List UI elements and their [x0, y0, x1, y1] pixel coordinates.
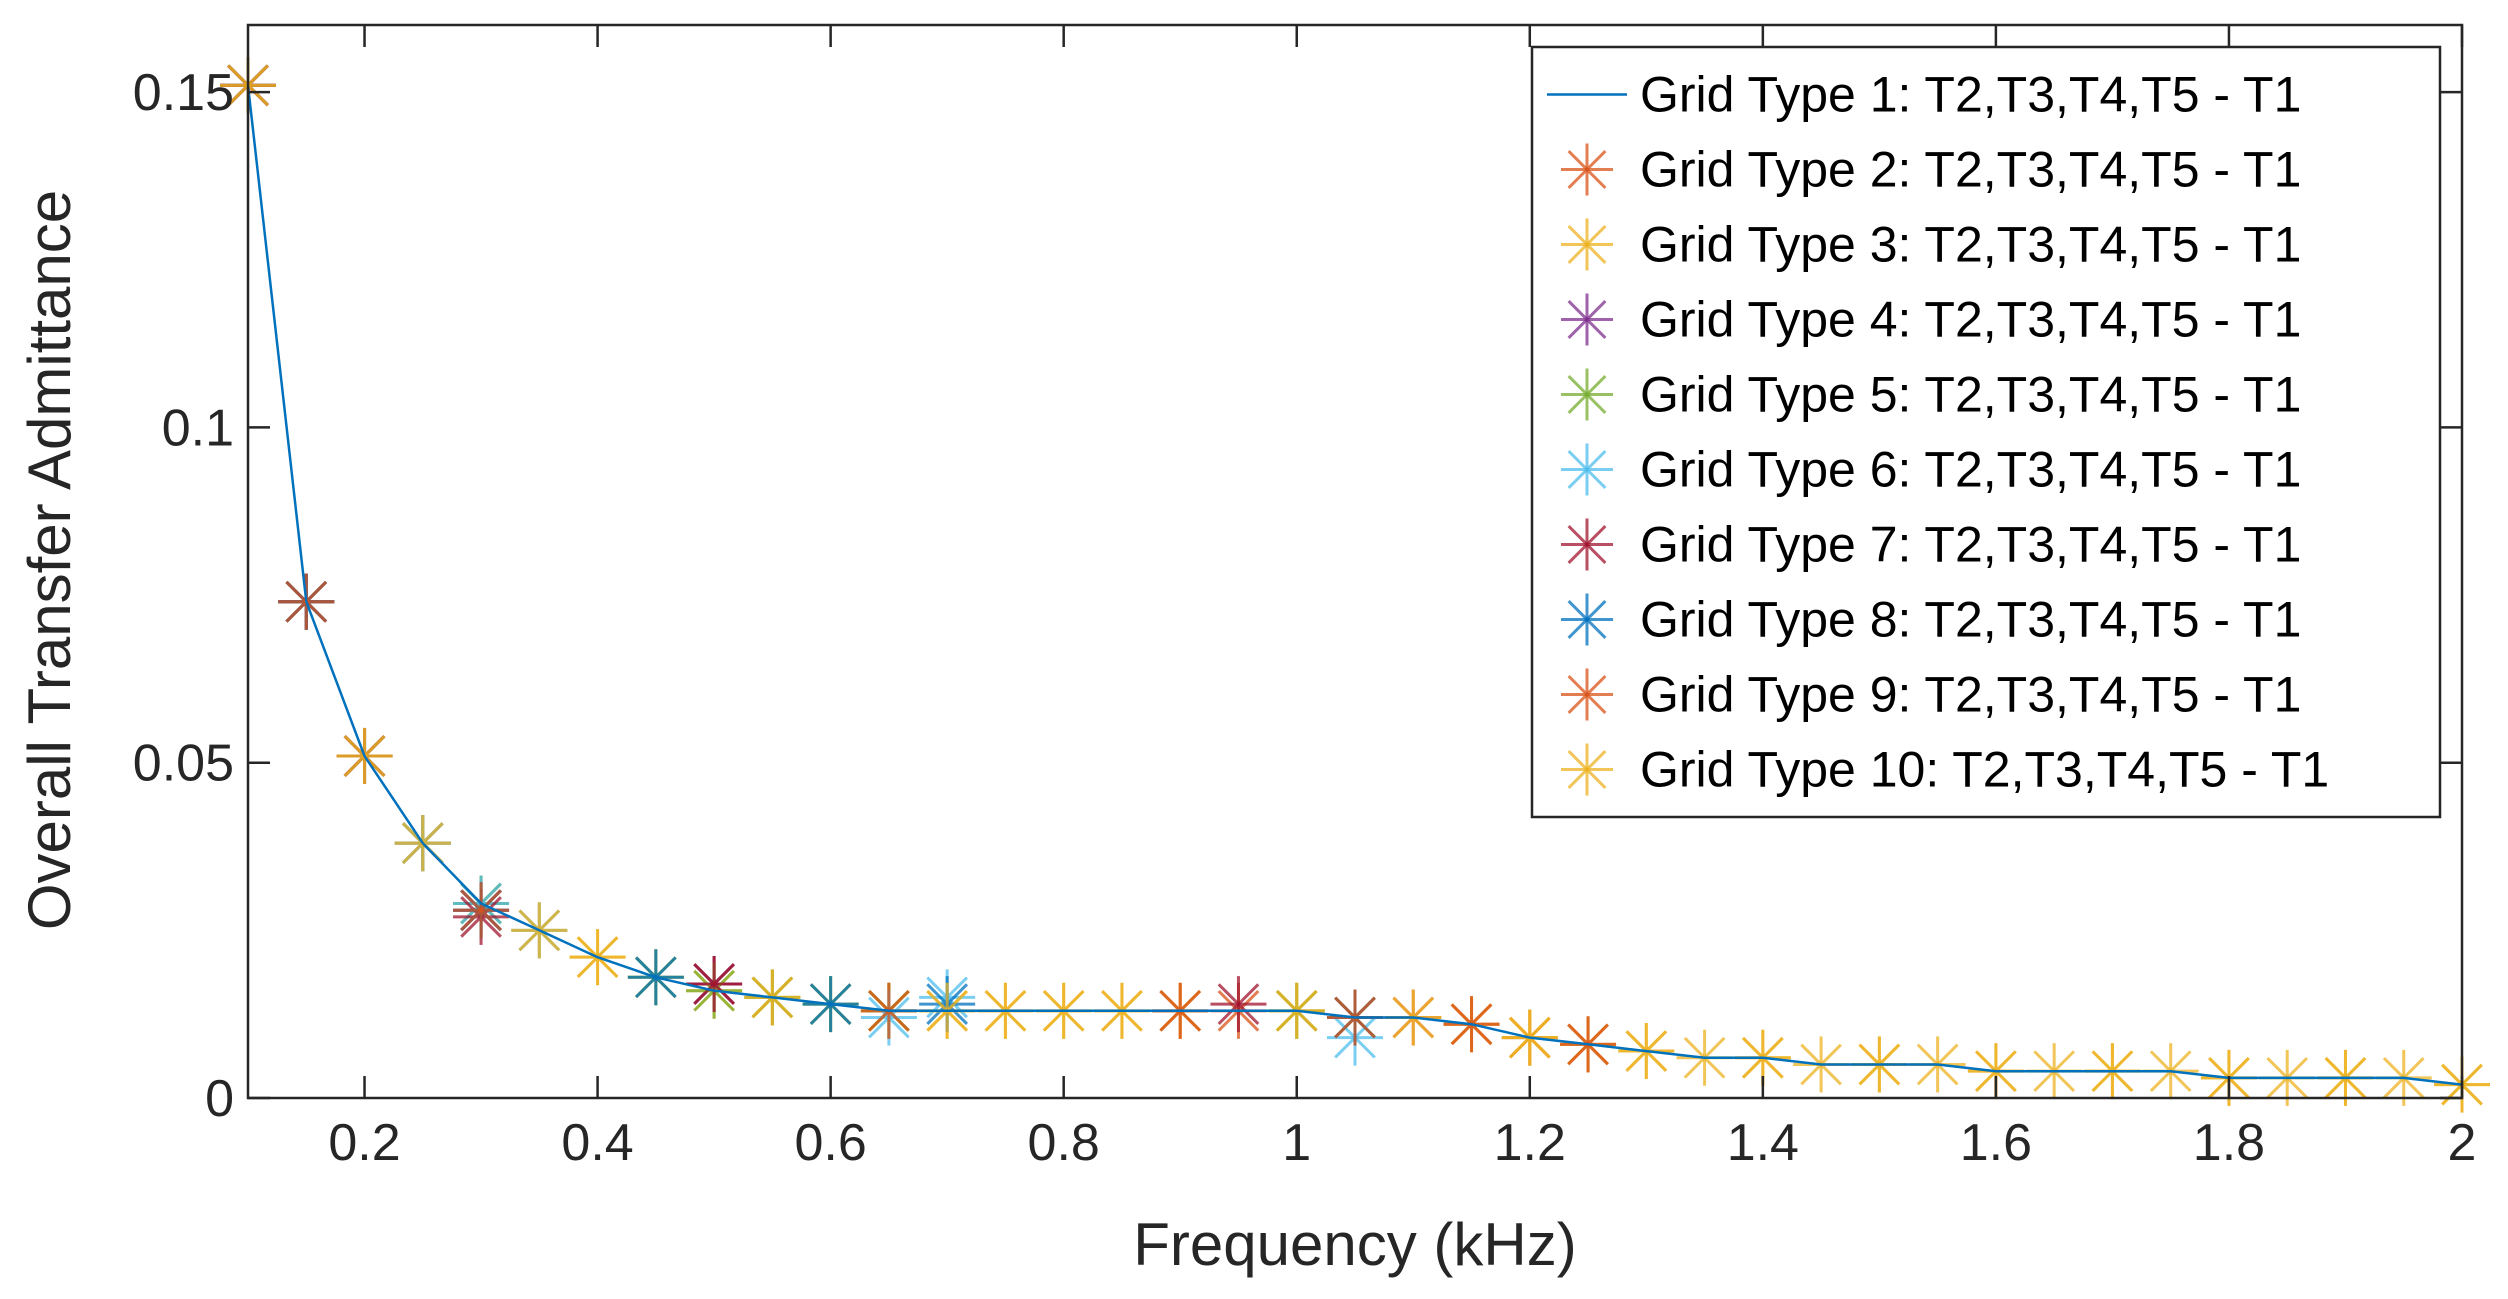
legend-swatch-marker — [1561, 368, 1613, 421]
tick-layer: 0.2 0.4 0.6 0.8 1 1.2 1.4 1.6 1.8 2 0 0.05 0.1 0.15 — [133, 25, 2477, 1172]
legend-entry-label: Grid Type 10: T2,T3,T4,T5 - T1 — [1640, 742, 2329, 798]
x-tick-label: 1.2 — [1494, 1114, 1566, 1172]
y-tick-label: 0 — [205, 1070, 234, 1128]
x-tick-label: 1.6 — [1960, 1114, 2032, 1172]
legend-swatch-marker — [1561, 518, 1613, 571]
legend-box — [1530, 45, 2442, 819]
legend-swatch-marker — [1561, 293, 1613, 346]
legend-swatch-marker — [1561, 743, 1613, 796]
x-axis-label: Frequency (kHz) — [1133, 1211, 1576, 1278]
legend-swatch-marker — [1561, 443, 1613, 496]
legend-entry-label: Grid Type 2: T2,T3,T4,T5 - T1 — [1640, 142, 2301, 198]
legend-entry-label: Grid Type 5: T2,T3,T4,T5 - T1 — [1640, 367, 2301, 423]
legend-entry-label: Grid Type 8: T2,T3,T4,T5 - T1 — [1640, 592, 2301, 648]
data-point-series-7 — [686, 955, 743, 1012]
x-tick-label: 2 — [2448, 1114, 2477, 1172]
legend-entry-label: Grid Type 4: T2,T3,T4,T5 - T1 — [1640, 292, 2301, 348]
data-point-series-7 — [1210, 976, 1267, 1033]
legend-entry-label: Grid Type 6: T2,T3,T4,T5 - T1 — [1640, 442, 2301, 498]
x-tick-label: 0.2 — [328, 1114, 400, 1172]
legend-swatch-marker — [1561, 668, 1613, 721]
line-layer — [246, 85, 2463, 1086]
y-tick-label: 0.05 — [133, 735, 234, 793]
y-tick-label: 0.15 — [133, 64, 234, 122]
x-tick-label: 0.4 — [561, 1114, 633, 1172]
x-tick-label: 1.8 — [2193, 1114, 2265, 1172]
y-axis-label: Overall Transfer Admittance — [16, 190, 83, 930]
legend-entry-label: Grid Type 9: T2,T3,T4,T5 - T1 — [1640, 667, 2301, 723]
x-tick-label: 0.6 — [794, 1114, 866, 1172]
legend-swatch-marker — [1561, 143, 1613, 196]
legend-entry-label: Grid Type 1: T2,T3,T4,T5 - T1 — [1640, 67, 2301, 123]
axes-box — [246, 23, 2464, 1100]
x-tick-label: 0.8 — [1028, 1114, 1100, 1172]
series-line-1 — [246, 85, 2463, 1086]
x-tick-label: 1.4 — [1727, 1114, 1799, 1172]
legend: Grid Type 1: T2,T3,T4,T5 - T1 Grid Type 2… — [1530, 45, 2442, 819]
y-tick-label: 0.1 — [162, 399, 234, 457]
legend-entry-label: Grid Type 3: T2,T3,T4,T5 - T1 — [1640, 217, 2301, 273]
legend-swatch-marker — [1561, 218, 1613, 271]
legend-swatch-marker — [1561, 593, 1613, 646]
data-point-series-9 — [453, 882, 510, 939]
x-tick-label: 1 — [1282, 1114, 1311, 1172]
legend-entry-label: Grid Type 7: T2,T3,T4,T5 - T1 — [1640, 517, 2301, 573]
